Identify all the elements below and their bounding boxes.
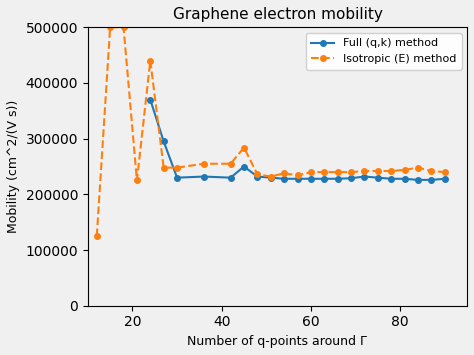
Isotropic (E) method <box>428 169 434 173</box>
Full (q,k) method <box>268 175 273 180</box>
Full (q,k) method <box>228 175 234 180</box>
Isotropic (E) method <box>348 170 354 174</box>
Isotropic (E) method <box>415 165 421 170</box>
Isotropic (E) method <box>255 172 260 176</box>
Full (q,k) method <box>241 164 247 169</box>
Full (q,k) method <box>402 177 408 181</box>
Full (q,k) method <box>335 177 340 181</box>
Full (q,k) method <box>281 177 287 181</box>
Full (q,k) method <box>174 175 180 180</box>
Isotropic (E) method <box>321 170 327 174</box>
Isotropic (E) method <box>295 173 301 178</box>
Y-axis label: Mobility (cm^2/(V s)): Mobility (cm^2/(V s)) <box>7 100 20 233</box>
Isotropic (E) method <box>107 25 113 29</box>
Isotropic (E) method <box>134 178 140 182</box>
Full (q,k) method <box>375 175 381 180</box>
Isotropic (E) method <box>375 169 381 173</box>
Full (q,k) method <box>321 177 327 181</box>
Full (q,k) method <box>255 174 260 179</box>
X-axis label: Number of q-points around Γ: Number of q-points around Γ <box>187 335 367 348</box>
Legend: Full (q,k) method, Isotropic (E) method: Full (q,k) method, Isotropic (E) method <box>306 33 462 70</box>
Full (q,k) method <box>201 174 207 179</box>
Full (q,k) method <box>295 177 301 181</box>
Isotropic (E) method <box>308 170 314 174</box>
Isotropic (E) method <box>388 169 394 173</box>
Isotropic (E) method <box>174 165 180 170</box>
Full (q,k) method <box>428 178 434 182</box>
Isotropic (E) method <box>228 162 234 166</box>
Full (q,k) method <box>308 177 314 181</box>
Full (q,k) method <box>388 177 394 181</box>
Isotropic (E) method <box>442 170 447 174</box>
Full (q,k) method <box>161 139 166 143</box>
Isotropic (E) method <box>362 169 367 173</box>
Full (q,k) method <box>348 176 354 180</box>
Full (q,k) method <box>442 177 447 181</box>
Isotropic (E) method <box>147 59 153 63</box>
Line: Full (q,k) method: Full (q,k) method <box>147 97 447 183</box>
Isotropic (E) method <box>335 170 340 174</box>
Full (q,k) method <box>147 98 153 102</box>
Isotropic (E) method <box>121 25 127 29</box>
Title: Graphene electron mobility: Graphene electron mobility <box>173 7 383 22</box>
Isotropic (E) method <box>402 168 408 172</box>
Full (q,k) method <box>362 174 367 179</box>
Isotropic (E) method <box>201 162 207 166</box>
Isotropic (E) method <box>241 146 247 150</box>
Isotropic (E) method <box>94 234 100 238</box>
Isotropic (E) method <box>281 171 287 175</box>
Isotropic (E) method <box>161 165 166 170</box>
Full (q,k) method <box>415 178 421 182</box>
Line: Isotropic (E) method: Isotropic (E) method <box>94 24 447 239</box>
Isotropic (E) method <box>268 174 273 179</box>
